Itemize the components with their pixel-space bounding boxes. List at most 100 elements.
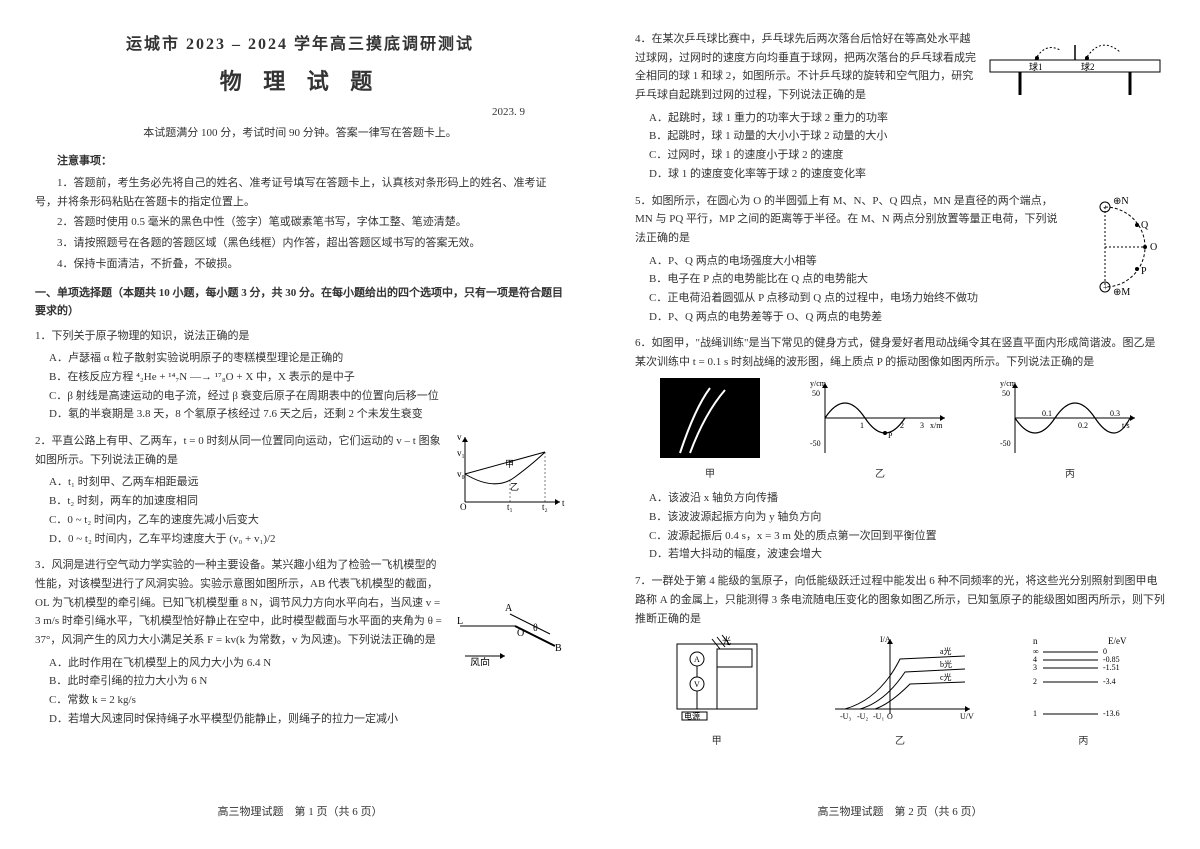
svg-text:P: P bbox=[888, 431, 893, 440]
question-3: L A O θ B 风向 3．风洞是进行空气动力学实验的一种主要设备。某兴趣小组… bbox=[35, 556, 565, 728]
svg-text:3: 3 bbox=[1033, 663, 1037, 672]
question-7: 7．一群处于第 4 能级的氢原子，向低能级跃迁过程中能发出 6 种不同频率的光，… bbox=[635, 572, 1165, 756]
exam-info: 本试题满分 100 分，考试时间 90 分钟。答案一律写在答题卡上。 bbox=[35, 124, 565, 140]
svg-text:⊕N: ⊕N bbox=[1113, 196, 1129, 207]
svg-text:b光: b光 bbox=[940, 659, 952, 669]
q5-opt-d: D．P、Q 两点的电势差等于 O、Q 两点的电势差 bbox=[635, 308, 1165, 327]
q6-caption-jia: 甲 bbox=[660, 466, 760, 483]
svg-text:2: 2 bbox=[900, 421, 904, 430]
question-6: 6．如图甲，"战绳训练"是当下常见的健身方式，健身爱好者甩动战绳令其在竖直平面内… bbox=[635, 334, 1165, 564]
svg-text:-50: -50 bbox=[1000, 439, 1011, 448]
svg-text:50: 50 bbox=[812, 389, 820, 398]
q6-opt-d: D．若增大抖动的幅度，波速会增大 bbox=[635, 545, 1165, 564]
footer-page-2: 高三物理试题 第 2 页（共 6 页） bbox=[635, 793, 1165, 819]
q6-fig-yi: y/cmx/m 50-50 123 P 乙 bbox=[810, 378, 950, 484]
svg-text:3: 3 bbox=[920, 421, 924, 430]
q4-opt-b: B．起跳时，球 1 动量的大小小于球 2 动量的大小 bbox=[635, 127, 1165, 146]
svg-text:甲: 甲 bbox=[505, 459, 514, 469]
q4-opt-a: A．起跳时，球 1 重力的功率大于球 2 重力的功率 bbox=[635, 109, 1165, 128]
q7-caption-jia: 甲 bbox=[662, 733, 772, 750]
svg-text:-13.6: -13.6 bbox=[1103, 709, 1120, 718]
svg-text:-1.51: -1.51 bbox=[1103, 663, 1120, 672]
q3-opt-d: D．若增大风速同时保持绳子水平模型仍能静止，则绳子的拉力一定减小 bbox=[35, 710, 565, 729]
svg-text:Q: Q bbox=[1141, 220, 1149, 231]
section-1-title: 一、单项选择题（本题共 10 小题，每小题 3 分，共 30 分。在每小题给出的… bbox=[35, 285, 565, 320]
svg-text:O: O bbox=[517, 628, 524, 639]
svg-text:⊕M: ⊕M bbox=[1113, 287, 1130, 298]
svg-text:-U₁: -U₁ bbox=[873, 712, 884, 721]
q7-figures: 光 A V 电源 甲 I/A U/V bbox=[635, 634, 1165, 750]
q7-fig-jia: 光 A V 电源 甲 bbox=[662, 634, 772, 750]
q6-caption-yi: 乙 bbox=[810, 466, 950, 483]
q6-opt-b: B．该波波源起振方向为 y 轴负方向 bbox=[635, 508, 1165, 527]
q2-opt-d: D．0 ~ t₂ 时间内，乙车平均速度大于 (v₀ + v₁)/2 bbox=[35, 530, 565, 549]
svg-text:t₂: t₂ bbox=[542, 502, 548, 512]
svg-text:-50: -50 bbox=[810, 439, 821, 448]
svg-text:v₀: v₀ bbox=[457, 469, 465, 479]
svg-text:乙: 乙 bbox=[510, 482, 519, 492]
q7-caption-yi: 乙 bbox=[825, 733, 975, 750]
svg-text:2: 2 bbox=[1033, 677, 1037, 686]
svg-text:电源: 电源 bbox=[684, 711, 700, 721]
svg-text:-U₂: -U₂ bbox=[857, 712, 868, 721]
notice-item-2: 2．答题时使用 0.5 毫米的黑色中性（签字）笔或碳素笔书写，字体工整、笔迹清楚… bbox=[35, 213, 565, 232]
q1-opt-b: B．在核反应方程 ⁴₂He + ¹⁴₇N —→ ¹⁷₈O + X 中，X 表示的… bbox=[35, 368, 565, 387]
notice-item-4: 4．保持卡面清洁，不折叠，不破损。 bbox=[35, 255, 565, 274]
q6-stem: 6．如图甲，"战绳训练"是当下常见的健身方式，健身爱好者甩动战绳令其在竖直平面内… bbox=[635, 334, 1165, 371]
q4-figure: 球1 球2 bbox=[985, 30, 1165, 107]
svg-text:0.2: 0.2 bbox=[1078, 421, 1088, 430]
q4-opt-d: D．球 1 的速度变化率等于球 2 的速度变化率 bbox=[635, 165, 1165, 184]
notice-item-1: 1．答题前，考生务必先将自己的姓名、准考证号填写在答题卡上，认真核对条形码上的姓… bbox=[35, 174, 565, 211]
svg-text:E/eV: E/eV bbox=[1108, 636, 1127, 646]
svg-text:I/A: I/A bbox=[880, 635, 891, 644]
q7-caption-bing: 丙 bbox=[1028, 733, 1138, 750]
svg-text:θ: θ bbox=[533, 623, 538, 634]
svg-text:c光: c光 bbox=[940, 672, 952, 682]
q6-opt-a: A．该波沿 x 轴负方向传播 bbox=[635, 489, 1165, 508]
svg-text:t: t bbox=[562, 498, 565, 508]
q1-opt-d: D．氡的半衰期是 3.8 天，8 个氡原子核经过 7.6 天之后，还剩 2 个未… bbox=[35, 405, 565, 424]
question-4: 球1 球2 4．在某次乒乓球比赛中，乒乓球先后两次落台后恰好在等高处水平越过球网… bbox=[635, 30, 1165, 184]
svg-text:P: P bbox=[1141, 266, 1147, 277]
svg-text:a光: a光 bbox=[940, 646, 952, 656]
question-2: t v v₁ v₀ 甲 乙 t₁ t₂ O 2．平直公路上有甲、乙两车，t = … bbox=[35, 432, 565, 548]
q7-fig-bing: nE/eV ∞0 4-0.85 3-1.51 2-3.4 1-13.6 丙 bbox=[1028, 634, 1138, 750]
q3-opt-c: C．常数 k = 2 kg/s bbox=[35, 691, 565, 710]
svg-text:v: v bbox=[457, 432, 462, 442]
footer-page-1: 高三物理试题 第 1 页（共 6 页） bbox=[35, 793, 565, 819]
svg-text:t₁: t₁ bbox=[507, 502, 513, 512]
svg-text:-U₃: -U₃ bbox=[840, 712, 851, 721]
main-title: 运城市 2023 – 2024 学年高三摸底调研测试 bbox=[35, 30, 565, 54]
svg-text:B: B bbox=[555, 643, 562, 654]
q6-fig-bing: y/cmt/s 50-50 0.10.20.3 丙 bbox=[1000, 378, 1140, 484]
exam-page-1: 运城市 2023 – 2024 学年高三摸底调研测试 物 理 试 题 2023.… bbox=[20, 30, 580, 819]
exam-date: 2023. 9 bbox=[35, 106, 565, 118]
q7-fig-yi: I/A U/V a光 b光 c光 -U₃ -U₂ -U₁O 乙 bbox=[825, 634, 975, 750]
question-5: + + ⊕N ⊕M Q O P 5．如图所示，在圆心为 O 的半圆弧上有 M、N… bbox=[635, 192, 1165, 327]
svg-text:L: L bbox=[457, 616, 463, 627]
subject-title: 物 理 试 题 bbox=[35, 64, 565, 96]
exam-page-2: 球1 球2 4．在某次乒乓球比赛中，乒乓球先后两次落台后恰好在等高处水平越过球网… bbox=[620, 30, 1180, 819]
q1-opt-c: C．β 射线是高速运动的电子流，经过 β 衰变后原子在周期表中的位置向后移一位 bbox=[35, 387, 565, 406]
notice-title: 注意事项： bbox=[35, 152, 565, 168]
svg-text:y/cm: y/cm bbox=[1000, 379, 1017, 388]
svg-text:-3.4: -3.4 bbox=[1103, 677, 1116, 686]
svg-text:1: 1 bbox=[860, 421, 864, 430]
svg-text:A: A bbox=[694, 655, 700, 664]
svg-text:O: O bbox=[1150, 242, 1157, 253]
svg-text:v₁: v₁ bbox=[457, 448, 465, 458]
q6-caption-bing: 丙 bbox=[1000, 466, 1140, 483]
svg-text:球2: 球2 bbox=[1081, 61, 1095, 72]
q1-stem: 1．下列关于原子物理的知识，说法正确的是 bbox=[35, 327, 565, 346]
svg-text:O: O bbox=[887, 712, 893, 721]
svg-text:0.1: 0.1 bbox=[1042, 409, 1052, 418]
q3-figure: L A O θ B 风向 bbox=[455, 596, 565, 673]
q7-stem: 7．一群处于第 4 能级的氢原子，向低能级跃迁过程中能发出 6 种不同频率的光，… bbox=[635, 572, 1165, 628]
svg-text:V: V bbox=[694, 680, 700, 689]
svg-text:U/V: U/V bbox=[960, 712, 974, 721]
q5-figure: + + ⊕N ⊕M Q O P bbox=[1075, 192, 1165, 309]
notice-item-3: 3．请按照题号在各题的答题区域（黑色线框）内作答，超出答题区域书写的答案无效。 bbox=[35, 234, 565, 253]
q2-figure: t v v₁ v₀ 甲 乙 t₁ t₂ O bbox=[455, 432, 565, 519]
svg-text:0.3: 0.3 bbox=[1110, 409, 1120, 418]
q1-opt-a: A．卢瑟福 α 粒子散射实验说明原子的枣糕模型理论是正确的 bbox=[35, 349, 565, 368]
